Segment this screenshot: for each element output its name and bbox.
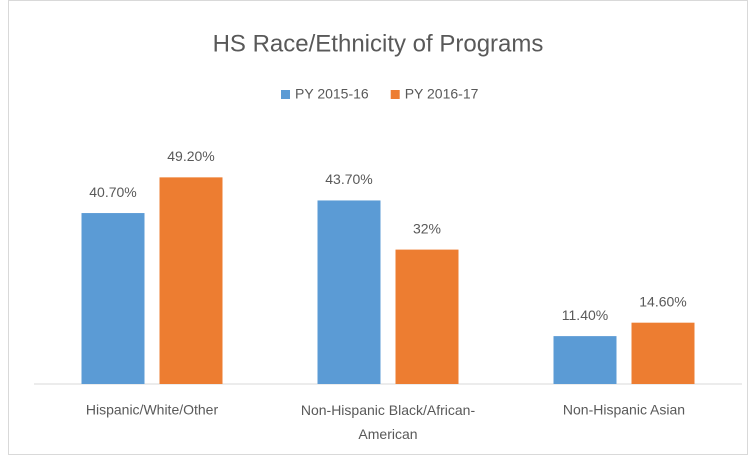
bar <box>553 336 617 384</box>
x-tick-label: Non-Hispanic Asian <box>563 402 685 418</box>
legend-swatch <box>281 90 290 99</box>
x-tick-label-line: Non-Hispanic Black/African- <box>301 402 476 418</box>
legend-label: PY 2015-16 <box>295 86 369 102</box>
bar <box>81 213 145 384</box>
bar <box>159 177 223 384</box>
data-label: 43.70% <box>325 171 372 187</box>
data-label: 32% <box>413 220 441 236</box>
x-tick-label-line: American <box>358 426 417 442</box>
data-label: 40.70% <box>89 184 136 200</box>
bar <box>317 200 381 384</box>
x-tick-label: Hispanic/White/Other <box>86 402 219 418</box>
data-label: 49.20% <box>167 148 214 164</box>
data-label: 11.40% <box>562 307 608 323</box>
legend-swatch <box>390 90 400 99</box>
chart-title: HS Race/Ethnicity of Programs <box>213 30 544 57</box>
bar <box>395 249 459 384</box>
legend-label: PY 2016-17 <box>405 86 479 102</box>
x-tick-label: Non-Hispanic Black/African- American <box>301 402 476 442</box>
data-label: 14.60% <box>639 293 686 309</box>
bar <box>631 322 695 384</box>
